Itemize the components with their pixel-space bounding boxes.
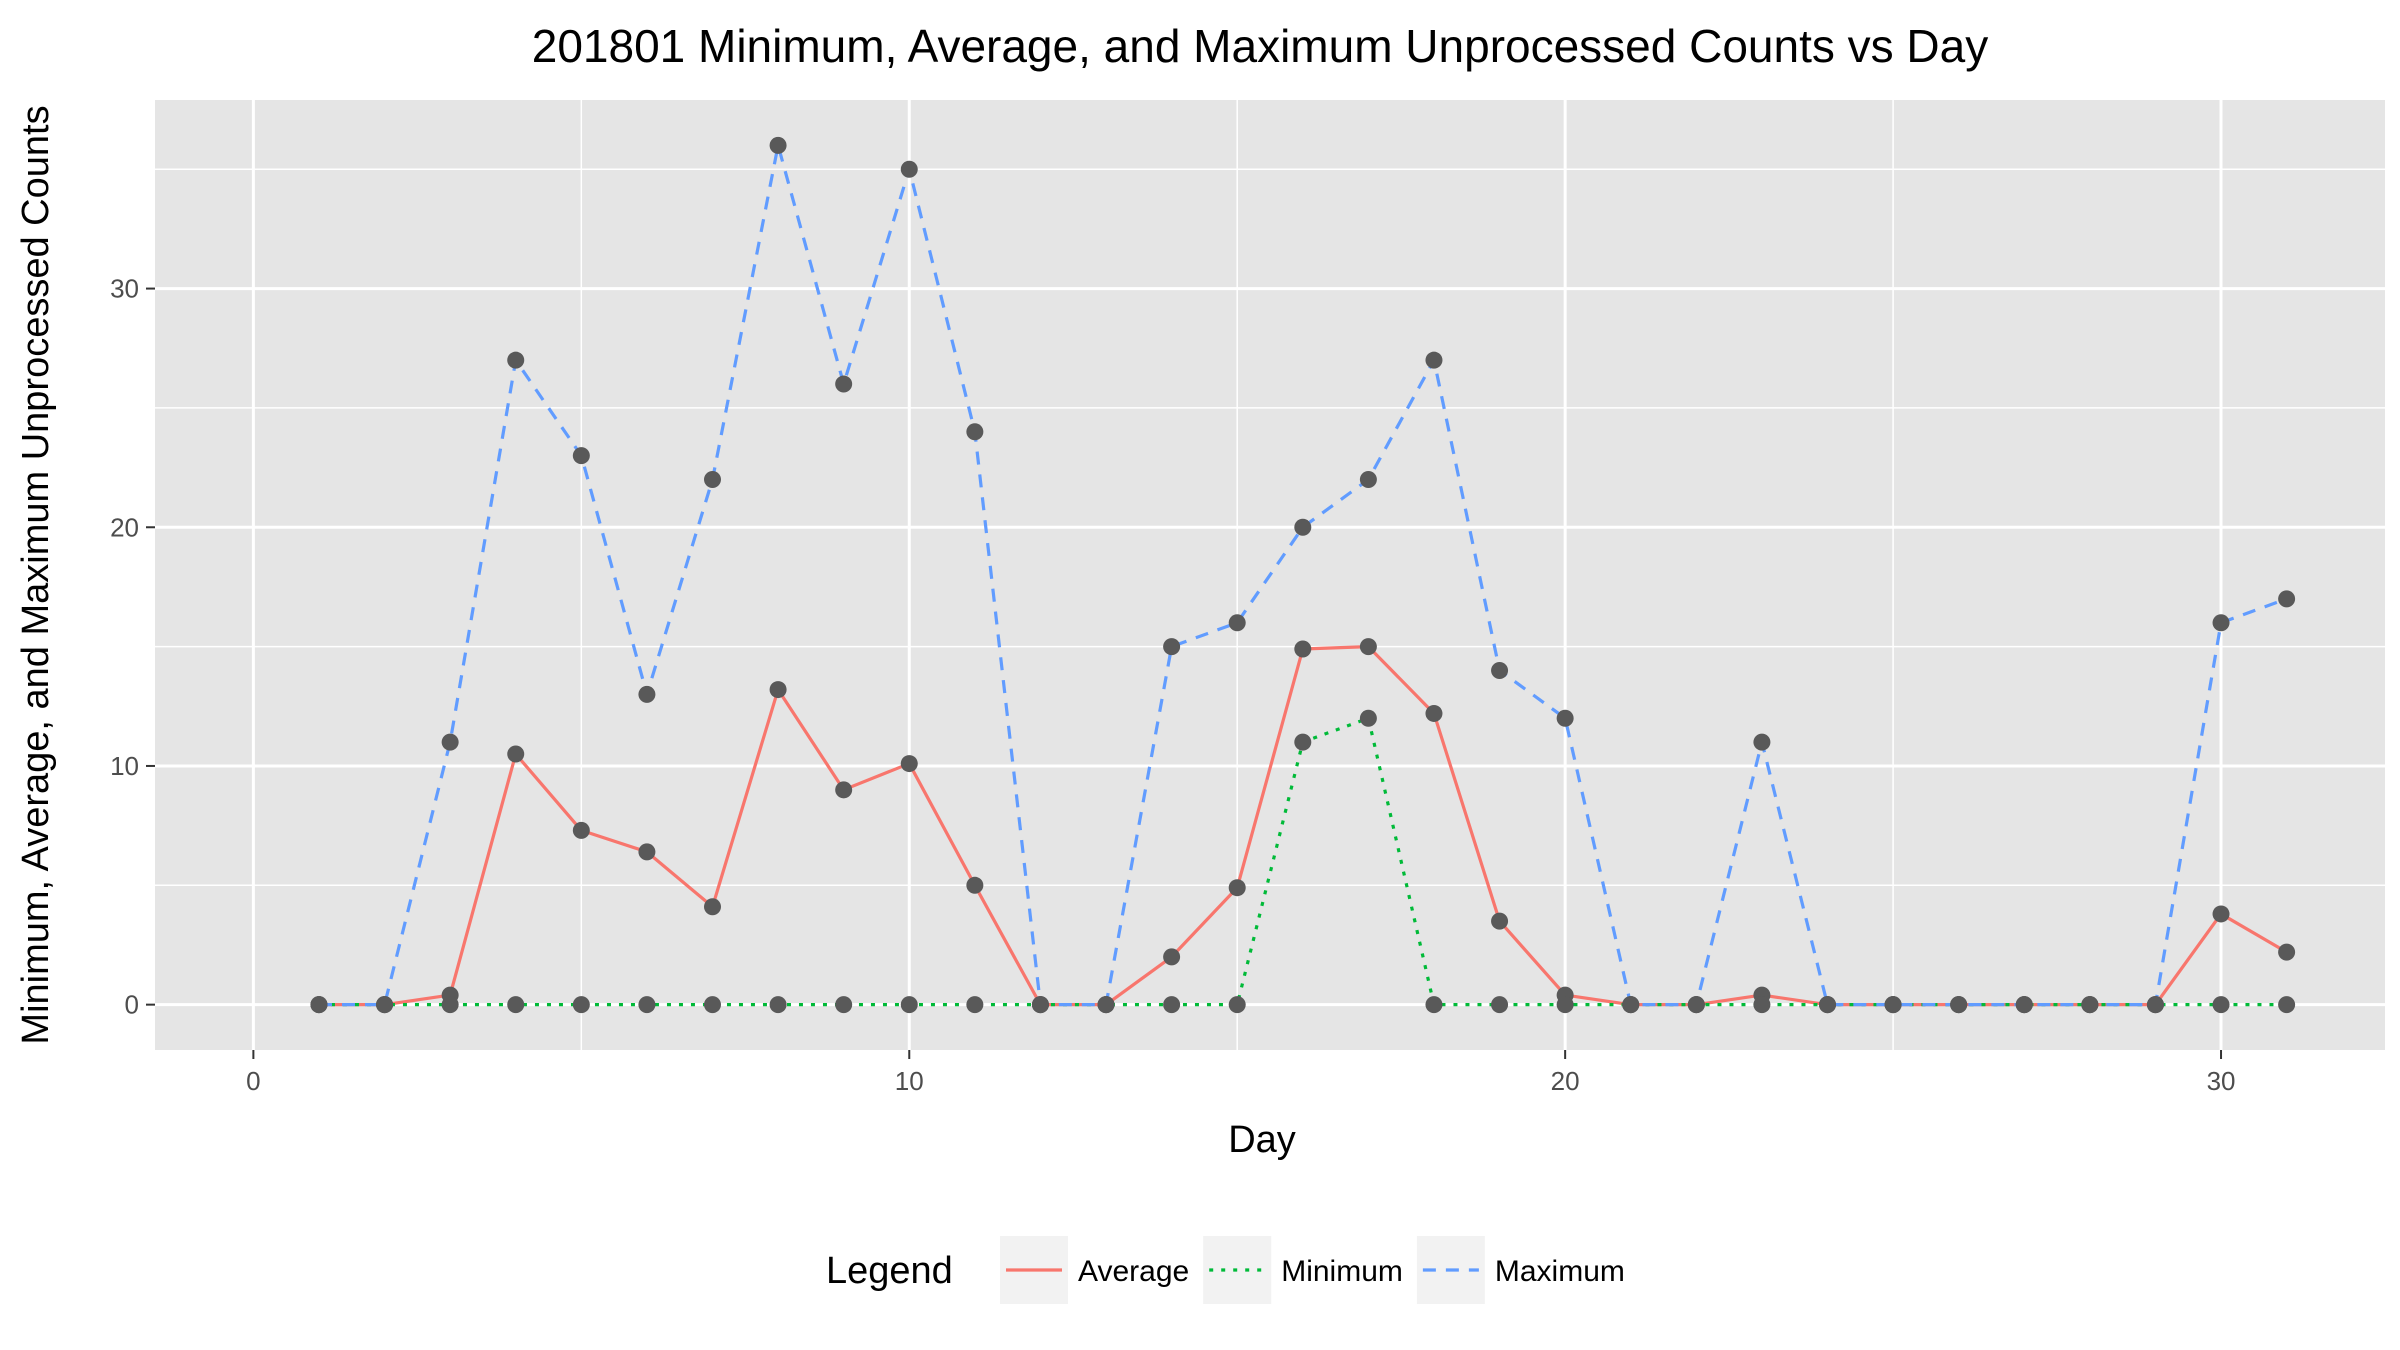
data-point-minimum [638, 996, 656, 1014]
data-point-minimum [1359, 709, 1377, 727]
data-point-minimum [1163, 996, 1181, 1014]
data-point-maximum [2212, 614, 2230, 632]
legend-label-maximum: Maximum [1495, 1255, 1625, 1288]
x-tick-label: 20 [1551, 1066, 1580, 1096]
data-point-minimum [835, 996, 853, 1014]
data-point-average [966, 876, 984, 894]
data-point-average [638, 843, 656, 861]
data-point-minimum [441, 996, 459, 1014]
data-point-maximum [1556, 709, 1574, 727]
data-point-maximum [769, 136, 787, 154]
data-point-maximum [2146, 996, 2164, 1014]
data-point-maximum [638, 685, 656, 703]
x-tick-label: 0 [246, 1066, 260, 1096]
data-point-maximum [1753, 733, 1771, 751]
legend: Legend Average Minimum Maximum [826, 1236, 1625, 1304]
grid-layer: 0 10 20 30 0 10 20 30 [110, 100, 2385, 1096]
data-point-maximum [1228, 614, 1246, 632]
data-point-average [507, 745, 525, 763]
data-point-minimum [2278, 996, 2296, 1014]
data-point-minimum [704, 996, 721, 1014]
legend-label-average: Average [1078, 1255, 1189, 1288]
data-point-maximum [1031, 996, 1049, 1014]
data-point-maximum [310, 996, 328, 1014]
data-point-average [1359, 638, 1377, 656]
data-point-minimum [1294, 733, 1312, 751]
data-point-minimum [2212, 996, 2230, 1014]
y-axis-title: Minimum, Average, and Maximum Unprocesse… [15, 105, 57, 1044]
data-point-average [1163, 948, 1181, 966]
x-tick-label: 10 [895, 1066, 924, 1096]
data-point-average [704, 898, 721, 916]
data-point-maximum [507, 351, 525, 369]
data-point-minimum [1425, 996, 1443, 1014]
x-axis-title: Day [1228, 1119, 1296, 1161]
data-point-maximum [1687, 996, 1705, 1014]
data-point-minimum [966, 996, 984, 1014]
data-point-maximum [1163, 638, 1181, 656]
data-point-maximum [572, 447, 590, 465]
data-point-maximum [835, 375, 853, 393]
data-point-average [2212, 905, 2230, 923]
data-point-average [1228, 879, 1246, 897]
chart-title: 201801 Minimum, Average, and Maximum Unp… [532, 20, 1989, 72]
data-point-maximum [1884, 996, 1902, 1014]
data-point-average [1491, 912, 1509, 930]
data-point-minimum [1753, 996, 1771, 1014]
y-tick-label: 10 [110, 751, 139, 781]
data-point-average [2278, 943, 2296, 961]
data-point-maximum [1294, 518, 1312, 536]
data-point-average [1425, 704, 1443, 722]
data-point-maximum [1425, 351, 1443, 369]
data-point-minimum [1491, 996, 1509, 1014]
data-point-maximum [1950, 996, 1968, 1014]
data-point-maximum [1819, 996, 1836, 1014]
data-point-maximum [966, 423, 984, 441]
data-point-minimum [769, 996, 787, 1014]
y-tick-label: 0 [125, 990, 139, 1020]
legend-label-minimum: Minimum [1281, 1255, 1403, 1288]
data-point-maximum [2278, 590, 2296, 608]
y-tick-label: 30 [110, 274, 139, 304]
data-point-average [1294, 640, 1312, 658]
data-point-minimum [572, 996, 590, 1014]
data-point-average [900, 755, 918, 773]
x-tick-label: 30 [2207, 1066, 2236, 1096]
data-point-maximum [704, 471, 721, 489]
data-point-maximum [2015, 996, 2033, 1014]
data-point-maximum [1097, 996, 1115, 1014]
data-point-average [769, 681, 787, 699]
data-point-average [835, 781, 853, 799]
data-point-minimum [1228, 996, 1246, 1014]
data-point-maximum [1359, 471, 1377, 489]
data-point-minimum [1556, 996, 1574, 1014]
data-point-maximum [1491, 661, 1509, 679]
data-point-maximum [900, 160, 918, 178]
data-point-maximum [441, 733, 459, 751]
data-point-minimum [507, 996, 525, 1014]
data-point-maximum [2081, 996, 2099, 1014]
data-point-maximum [376, 996, 394, 1014]
legend-title: Legend [826, 1250, 953, 1292]
y-tick-label: 20 [110, 512, 139, 542]
data-point-maximum [1622, 996, 1640, 1014]
data-point-minimum [900, 996, 918, 1014]
data-point-average [572, 821, 590, 839]
